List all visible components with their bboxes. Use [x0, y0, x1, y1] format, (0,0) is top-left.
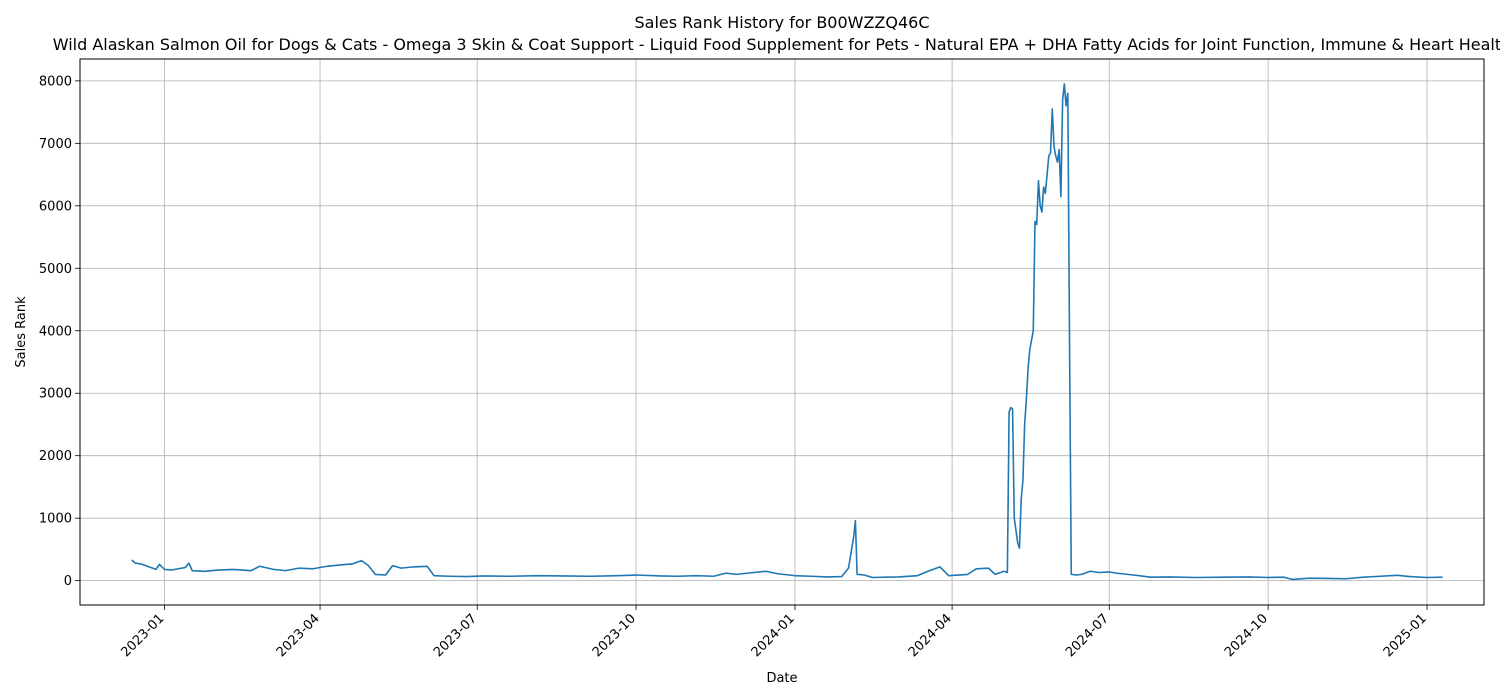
series-layer: [131, 83, 1443, 581]
x-tick-label: 2023-10: [590, 611, 639, 660]
chart-title: Sales Rank History for B00WZZQ46C: [634, 13, 929, 32]
sales-rank-line: [131, 83, 1443, 581]
x-tick-label: 2023-07: [431, 611, 480, 660]
y-tick-label: 8000: [39, 74, 72, 89]
y-tick-label: 6000: [39, 199, 72, 214]
x-axis-label: Date: [766, 671, 797, 686]
y-axis-label: Sales Rank: [14, 296, 29, 368]
y-tick-label: 0: [64, 574, 72, 589]
plot-frame: [79, 58, 1485, 606]
x-tick-label: 2024-04: [906, 611, 955, 660]
y-axis-ticks: 0 1000 2000 3000 4000 5000 6000 7000 8000: [39, 74, 80, 589]
chart-subtitle: Wild Alaskan Salmon Oil for Dogs & Cats …: [53, 35, 1500, 54]
x-tick-label: 2023-04: [274, 611, 323, 660]
y-tick-label: 2000: [39, 449, 72, 464]
y-tick-label: 3000: [39, 387, 72, 402]
x-tick-label: 2025-01: [1381, 611, 1430, 660]
y-tick-label: 5000: [39, 262, 72, 277]
grid-lines: [80, 59, 1484, 605]
x-tick-label: 2023-01: [118, 611, 167, 660]
x-tick-label: 2024-10: [1222, 611, 1271, 660]
y-tick-label: 1000: [39, 512, 72, 527]
y-tick-label: 7000: [39, 137, 72, 152]
x-tick-label: 2024-01: [749, 611, 798, 660]
y-tick-label: 4000: [39, 324, 72, 339]
x-tick-label: 2024-07: [1063, 611, 1112, 660]
x-axis-ticks: 2023-01 2023-04 2023-07 2023-10 2024-01 2024-…: [118, 605, 1430, 660]
